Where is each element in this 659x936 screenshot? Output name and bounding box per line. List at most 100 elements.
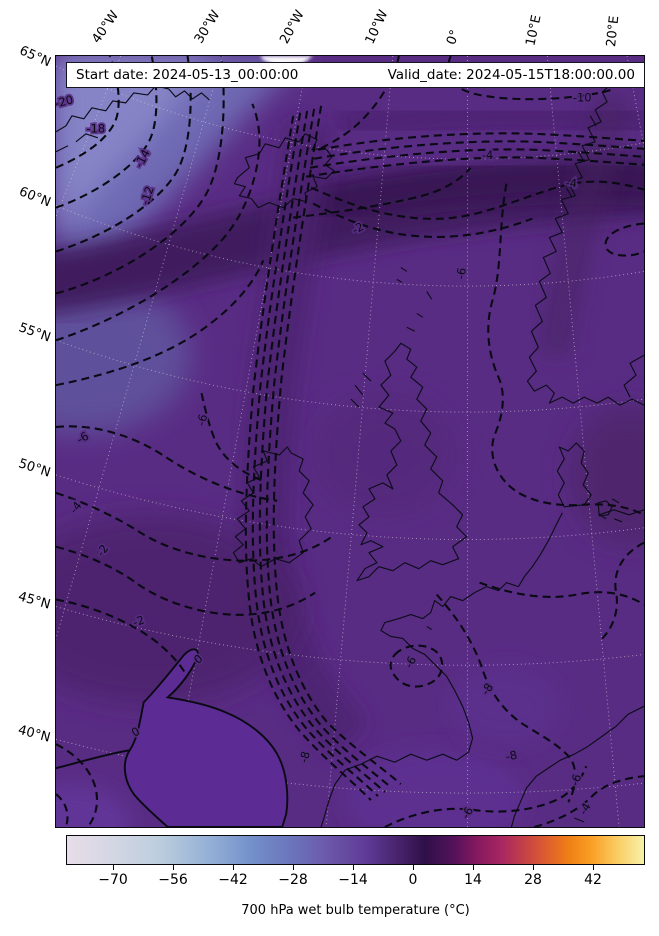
contour-line xyxy=(56,743,99,827)
coastline-mediterranean xyxy=(426,626,644,827)
colorbar-tick-label: 28 xyxy=(524,872,542,888)
contour-line xyxy=(56,56,192,253)
valid-date-text: Valid_date: 2024-05-15T18:00:00.00 xyxy=(387,67,635,83)
colorbar-tick-label: 14 xyxy=(464,872,482,888)
date-banner: Start date: 2024-05-13_00:00:00 Valid_da… xyxy=(66,62,645,88)
contour-line xyxy=(435,593,577,803)
coastline-faroes-shetland xyxy=(396,266,433,332)
contour-label: -8 xyxy=(505,748,519,764)
contour-line-front xyxy=(258,110,386,793)
contour-line-front xyxy=(272,105,402,785)
colorbar-tick-label: −56 xyxy=(158,872,188,888)
contour-line xyxy=(479,581,644,606)
contour-line xyxy=(56,56,225,295)
coastlines xyxy=(56,81,644,827)
fill-region xyxy=(56,275,191,435)
coastline-great-britain xyxy=(356,342,468,582)
colorbar-tick-label: 0 xyxy=(408,872,418,888)
colorbar-tick xyxy=(293,865,295,870)
contour-line-front xyxy=(265,108,393,789)
contour-lines xyxy=(56,56,644,827)
fill-region xyxy=(451,666,562,747)
lon-label-20w: 20°W xyxy=(277,7,308,47)
lat-label-65n: 65°N xyxy=(17,43,54,71)
lat-label-45n: 45°N xyxy=(16,589,53,613)
fill-region xyxy=(56,56,221,231)
graticule-line xyxy=(56,65,644,160)
colorbar-tick-label: 42 xyxy=(584,872,602,888)
coastline-greenland xyxy=(56,133,99,153)
coastline-iceland xyxy=(233,133,335,209)
graticule-line xyxy=(56,205,644,287)
contour-line xyxy=(604,222,644,257)
start-date-text: Start date: 2024-05-13_00:00:00 xyxy=(76,67,299,83)
lon-label-10e: 10°E xyxy=(523,13,545,48)
contour-line xyxy=(384,765,588,827)
colorbar-tick-label: −70 xyxy=(98,872,128,888)
fill-region xyxy=(301,157,644,226)
graticule-line xyxy=(546,56,620,827)
lat-label-50n: 50°N xyxy=(16,456,53,481)
fill-region xyxy=(569,405,644,545)
fill-region xyxy=(56,784,131,827)
contour-line xyxy=(56,793,69,827)
map-canvas: -20 -18 -14 -12 -10 -4 -4 -2 -6 -6 -6 -4… xyxy=(55,55,645,828)
lon-label-40w: 40°W xyxy=(89,8,123,47)
contour-line xyxy=(293,167,472,219)
contour-line xyxy=(389,644,444,688)
coastline-norway xyxy=(526,81,644,406)
coastline-scandinavia-detail xyxy=(565,115,644,398)
contour-line xyxy=(56,103,261,342)
contour-line xyxy=(317,56,400,151)
contour-line xyxy=(56,260,265,387)
colorbar-tick-label: −42 xyxy=(218,872,248,888)
contour-label: -6 xyxy=(194,413,210,428)
zero-contour-blob xyxy=(123,648,289,827)
fill-region xyxy=(536,91,632,358)
colorbar xyxy=(66,835,645,865)
colorbar-tick xyxy=(593,865,595,870)
contour-line xyxy=(487,183,644,516)
contour-line xyxy=(601,541,644,640)
contour-label: -8 xyxy=(296,750,312,765)
colorbar-tick xyxy=(113,865,115,870)
colorbar-tick xyxy=(233,865,235,870)
colorbar-caption: 700 hPa wet bulb temperature (°C) xyxy=(241,903,470,918)
contour-label: -18 xyxy=(87,121,106,135)
colorbar-tick xyxy=(533,865,535,870)
lon-label-30w: 30°W xyxy=(191,8,224,47)
coastline-hebrides xyxy=(350,372,372,408)
contour-label: -4 xyxy=(482,148,493,162)
contour-label: -4 xyxy=(565,176,578,191)
contour-line-front xyxy=(244,115,372,801)
contour-line xyxy=(56,545,316,616)
contour-line xyxy=(534,775,644,827)
lon-label-0: 0° xyxy=(444,27,464,47)
lon-label-20e: 20°E xyxy=(604,15,623,48)
contour-line-front xyxy=(251,112,379,797)
fill-region xyxy=(345,749,525,827)
contour-line xyxy=(56,491,334,562)
colorbar-tick xyxy=(473,865,475,870)
colorbar-tick-label: −14 xyxy=(338,872,368,888)
contour-label: -10 xyxy=(573,90,592,104)
coastline-france-iberia xyxy=(320,592,475,827)
colorbar-tick xyxy=(173,865,175,870)
contour-line xyxy=(310,180,644,220)
zero-contour-region xyxy=(56,648,289,827)
coastline-greenland xyxy=(56,85,210,133)
contour-line-band xyxy=(309,148,644,169)
contour-label: -6 xyxy=(453,267,469,281)
temperature-field-map: -20 -18 -14 -12 -10 -4 -4 -2 -6 -6 -6 -4… xyxy=(56,56,644,827)
lat-label-40n: 40°N xyxy=(16,722,52,746)
colorbar-tick xyxy=(353,865,355,870)
lon-label-10w: 10°W xyxy=(362,7,392,47)
contour-line xyxy=(200,392,264,482)
fill-region xyxy=(315,395,455,515)
contour-line-band xyxy=(313,140,644,160)
lat-label-55n: 55°N xyxy=(16,320,53,346)
contour-line xyxy=(56,425,278,502)
contour-line xyxy=(312,202,533,238)
coastline-ireland xyxy=(232,446,314,568)
